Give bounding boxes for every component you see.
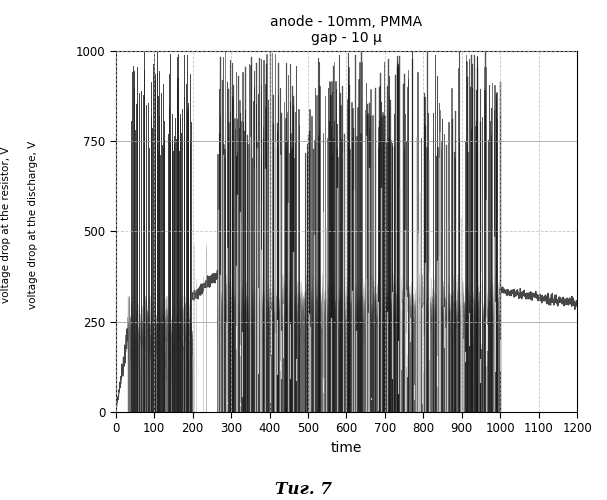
Title: anode - 10mm, PMMA
gap - 10 μ: anode - 10mm, PMMA gap - 10 μ [270,15,422,45]
Text: voltage drop at the resistor, V: voltage drop at the resistor, V [1,147,11,303]
Text: Τиг. 7: Τиг. 7 [275,480,332,498]
Text: voltage drop at the discharge, V: voltage drop at the discharge, V [29,141,38,309]
X-axis label: time: time [331,441,362,455]
